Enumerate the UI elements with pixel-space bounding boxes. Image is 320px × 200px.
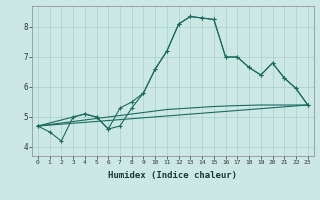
X-axis label: Humidex (Indice chaleur): Humidex (Indice chaleur) — [108, 171, 237, 180]
